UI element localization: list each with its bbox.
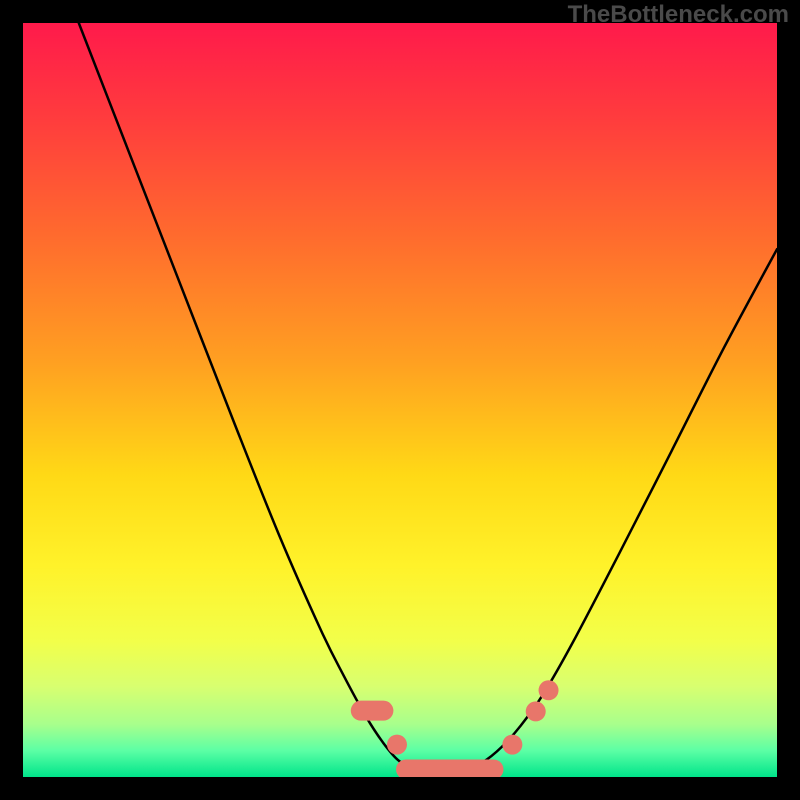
plot-area (23, 23, 777, 777)
chart-svg (23, 23, 777, 777)
marker-circle-4 (526, 701, 546, 721)
chart-frame: TheBottleneck.com (0, 0, 800, 800)
marker-pill-2 (396, 759, 503, 777)
marker-pill-0 (351, 701, 394, 721)
watermark-text: TheBottleneck.com (568, 1, 789, 29)
gradient-background (23, 23, 777, 777)
marker-circle-3 (502, 735, 522, 755)
marker-circle-1 (387, 735, 407, 755)
marker-circle-5 (539, 680, 559, 700)
